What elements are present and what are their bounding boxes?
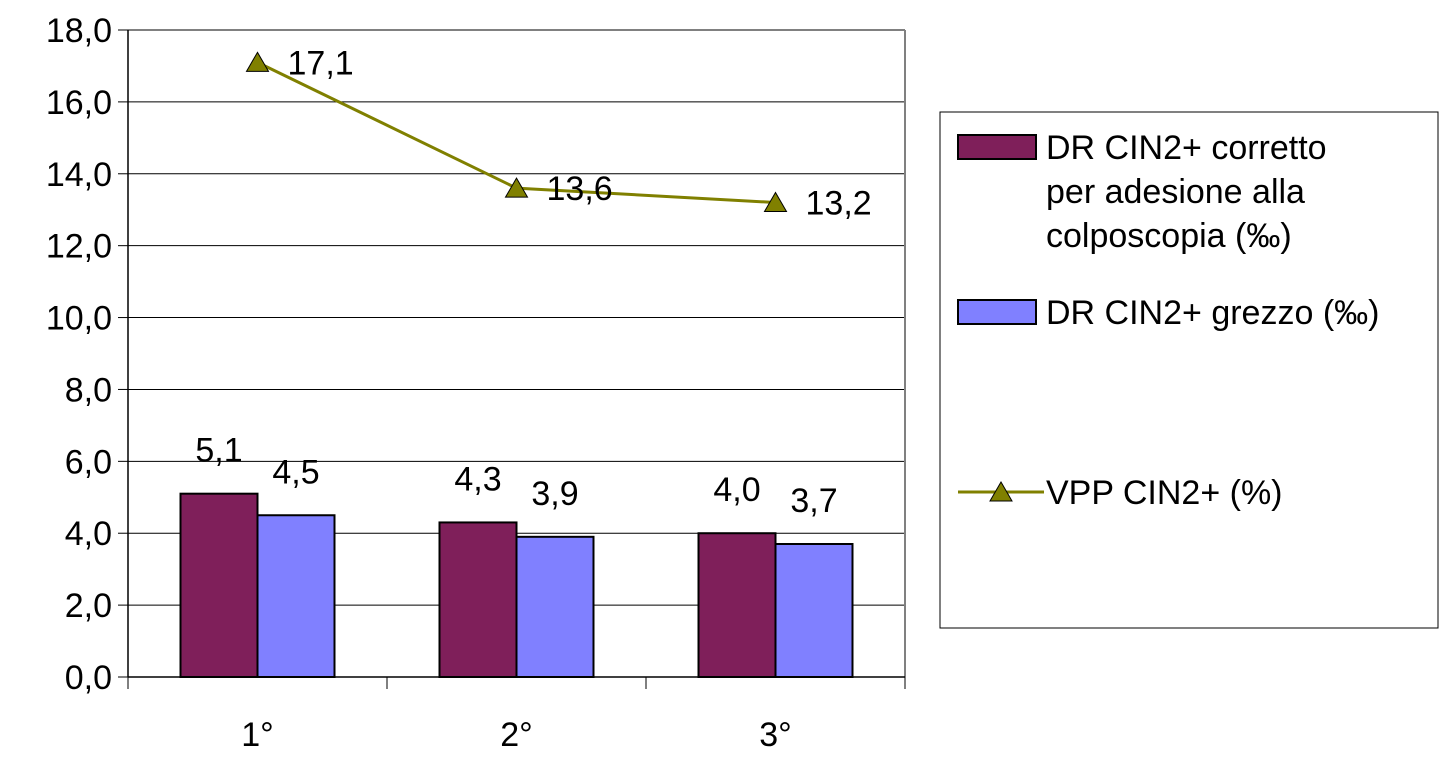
bar-data-label: 5,1 [195,432,242,470]
bar-data-label: 3,7 [790,482,837,520]
y-tick-label: 6,0 [65,443,112,481]
bar-corretto [438,521,518,679]
data-labels: 5,1 4,3 4,0 4,5 3,9 3,7 17,1 13,6 13,2 [195,44,871,520]
y-tick-label: 18,0 [46,12,112,50]
line-data-label: 17,1 [288,44,354,82]
legend: DR CIN2+ corretto per adesione alla colpos… [939,111,1439,629]
bar-corretto [697,532,777,678]
bars [179,492,854,679]
legend-marker [989,481,1013,502]
legend-label: VPP CIN2+ (%) [1046,474,1283,512]
bar-data-label: 4,5 [272,453,319,491]
vpp-marker [504,177,529,198]
y-tick-label: 4,0 [65,515,112,553]
bar-corretto [179,492,259,678]
y-tick-label: 0,0 [65,659,112,697]
vpp-line-series [245,51,788,213]
line-data-label: 13,6 [547,170,613,208]
legend-label: per adesione alla [1046,173,1305,211]
bar-grezzo [774,543,854,678]
y-tick-label: 10,0 [46,300,112,338]
y-tick-label: 14,0 [46,156,112,194]
y-tick-label: 2,0 [65,587,112,625]
y-tick-label: 16,0 [46,84,112,122]
legend-swatch [957,299,1037,325]
legend-label: colposcopia (‰) [1046,217,1292,255]
legend-label: DR CIN2+ corretto [1046,129,1327,167]
y-tick-label: 12,0 [46,228,112,266]
legend-box [939,111,1439,629]
axes: 0,0 2,0 4,0 6,0 8,0 10,0 12,0 14,0 16,0 18,0 1° 2° 3… [46,12,906,754]
legend-label: DR CIN2+ grezzo (‰) [1046,294,1379,332]
bar-grezzo [256,514,336,678]
bar-data-label: 4,0 [713,471,760,509]
x-tick-label: 2° [500,716,533,754]
x-tick-label: 3° [759,716,792,754]
bar-data-label: 4,3 [454,460,501,498]
vpp-marker [245,51,270,72]
bar-data-label: 3,9 [531,475,578,513]
legend-swatch [957,134,1037,160]
line-data-label: 13,2 [806,185,872,223]
vpp-marker [763,191,788,213]
x-tick-label: 1° [241,716,274,754]
y-tick-label: 8,0 [65,371,112,409]
bar-grezzo [515,535,595,678]
